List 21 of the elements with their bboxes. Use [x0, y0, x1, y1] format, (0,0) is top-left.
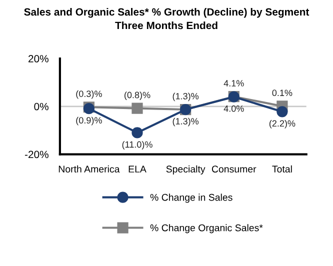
- data-label: (11.0)%: [122, 141, 152, 150]
- data-label: (0.9)%: [76, 116, 102, 126]
- data-label: (0.3)%: [76, 90, 102, 99]
- x-tick-label: Total: [272, 165, 292, 173]
- legend-label: % Change Organic Sales*: [150, 224, 263, 234]
- data-label: 4.0%: [224, 105, 244, 112]
- y-tick-label: -20%: [24, 150, 48, 158]
- data-label: (1.3)%: [172, 92, 199, 102]
- chart-title: Sales and Organic Sales* % Growth (Decline) by Segment Three Months Ended: [24, 8, 310, 30]
- data-label: (0.8)%: [124, 92, 150, 100]
- x-tick-label: ELA: [128, 166, 146, 172]
- data-label: 4.1%: [224, 80, 244, 86]
- y-tick-label: 20%: [28, 55, 48, 62]
- legend-label: % Change in Sales: [150, 194, 232, 203]
- x-tick-label: North America: [58, 165, 120, 173]
- data-label: (1.3)%: [172, 118, 199, 126]
- x-tick-label: Consumer: [212, 166, 256, 173]
- x-tick-label: Specialty: [166, 165, 206, 174]
- data-label: (2.2)%: [269, 120, 296, 128]
- y-tick-label: 0%: [34, 102, 48, 110]
- data-label: 0.1%: [272, 90, 292, 96]
